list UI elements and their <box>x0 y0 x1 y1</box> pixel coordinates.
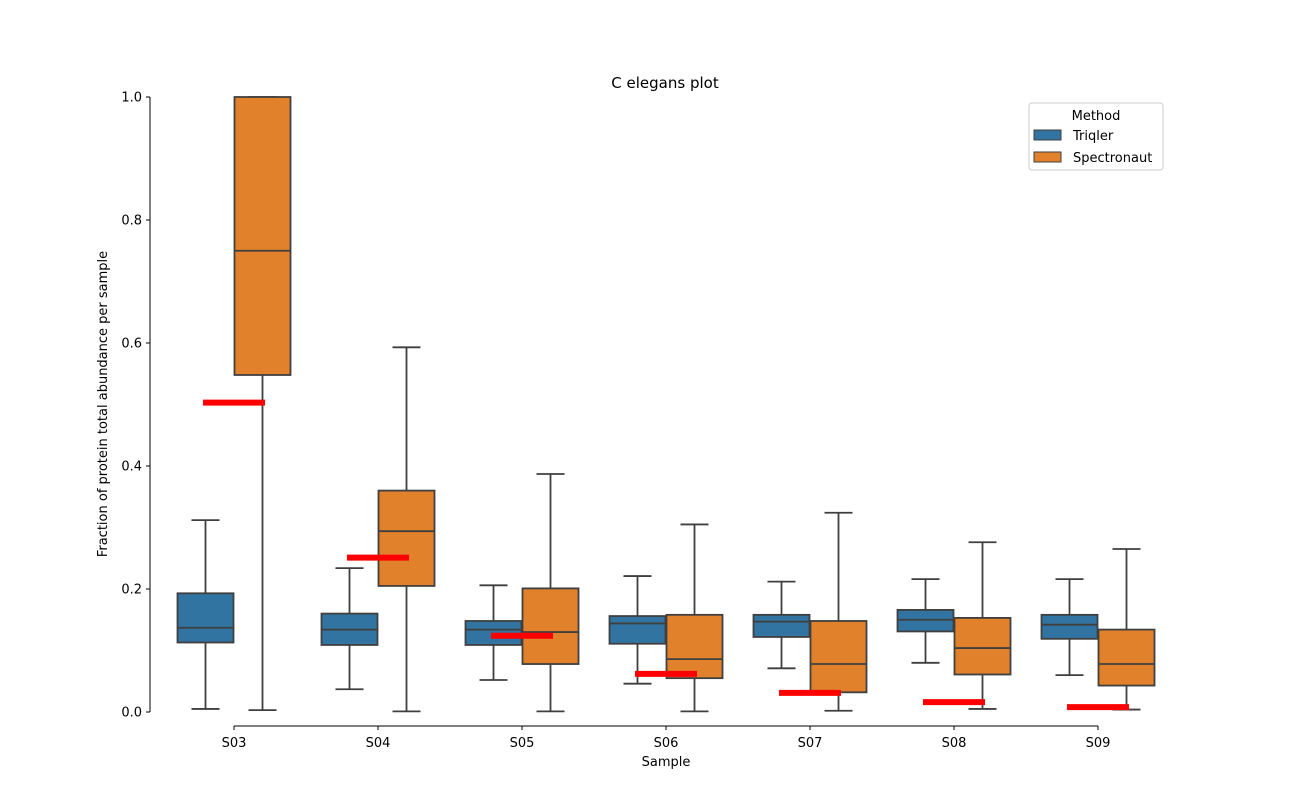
legend-label-spectronaut: Spectronaut <box>1073 151 1152 166</box>
x-tick-label: S04 <box>366 736 391 751</box>
box-triqler-s04 <box>320 567 379 691</box>
box-group <box>176 96 1156 713</box>
box-triqler-s08 <box>896 578 955 664</box>
box-iqr <box>1040 613 1099 640</box>
box-triqler-s07 <box>752 580 811 670</box>
y-tick-label: 0.4 <box>121 460 142 475</box>
legend-swatch-triqler <box>1033 129 1062 141</box>
legend-label-triqler: Triqler <box>1072 129 1114 144</box>
x-axis: S03 S04 S05 S06 S07 S08 S09 <box>222 725 1111 751</box>
y-tick-label: 0.8 <box>121 214 142 229</box>
x-tick-label: S07 <box>798 736 823 751</box>
legend: Method Triqler Spectronaut <box>1028 102 1164 171</box>
box-spectronaut-s08 <box>953 541 1012 710</box>
box-spectronaut-s07 <box>809 511 868 712</box>
y-tick-label: 1.0 <box>121 91 142 106</box>
box-iqr <box>377 489 436 587</box>
box-triqler-s06 <box>608 575 667 685</box>
y-tick-label: 0.6 <box>121 337 142 352</box>
reference-lines <box>203 399 1129 711</box>
box-triqler-s05 <box>464 584 523 681</box>
box-spectronaut-s06 <box>665 523 724 713</box>
box-iqr <box>176 592 235 644</box>
y-tick-label: 0.2 <box>121 583 142 598</box>
box-iqr <box>233 96 292 376</box>
x-axis-label: Sample <box>642 755 691 770</box>
box-spectronaut-s04 <box>377 346 436 713</box>
legend-frame <box>1028 102 1164 171</box>
box-iqr <box>953 617 1012 676</box>
box-iqr <box>752 613 811 638</box>
box-spectronaut-s05 <box>521 473 580 713</box>
box-iqr <box>809 620 868 694</box>
x-tick-label: S05 <box>510 736 535 751</box>
box-spectronaut-s09 <box>1097 548 1156 711</box>
y-axis: 0.0 0.2 0.4 0.6 0.8 1.0 <box>121 91 151 721</box>
legend-swatch-spectronaut <box>1033 151 1062 163</box>
box-iqr <box>608 615 667 645</box>
chart-title: C elegans plot <box>611 74 719 92</box>
box-spectronaut-s03 <box>233 96 292 712</box>
x-tick-label: S03 <box>222 736 247 751</box>
box-iqr <box>896 609 955 633</box>
box-iqr <box>521 587 580 665</box>
x-tick-label: S06 <box>654 736 679 751</box>
y-tick-label: 0.0 <box>121 706 142 721</box>
legend-title: Method <box>1072 109 1121 124</box>
box-iqr <box>1097 628 1156 687</box>
x-tick-label: S08 <box>942 736 967 751</box>
box-triqler-s03 <box>176 519 235 710</box>
y-axis-label: Fraction of protein total abundance per … <box>96 251 111 557</box>
box-iqr <box>665 613 724 680</box>
box-triqler-s09 <box>1040 578 1099 676</box>
x-tick-label: S09 <box>1086 736 1111 751</box>
